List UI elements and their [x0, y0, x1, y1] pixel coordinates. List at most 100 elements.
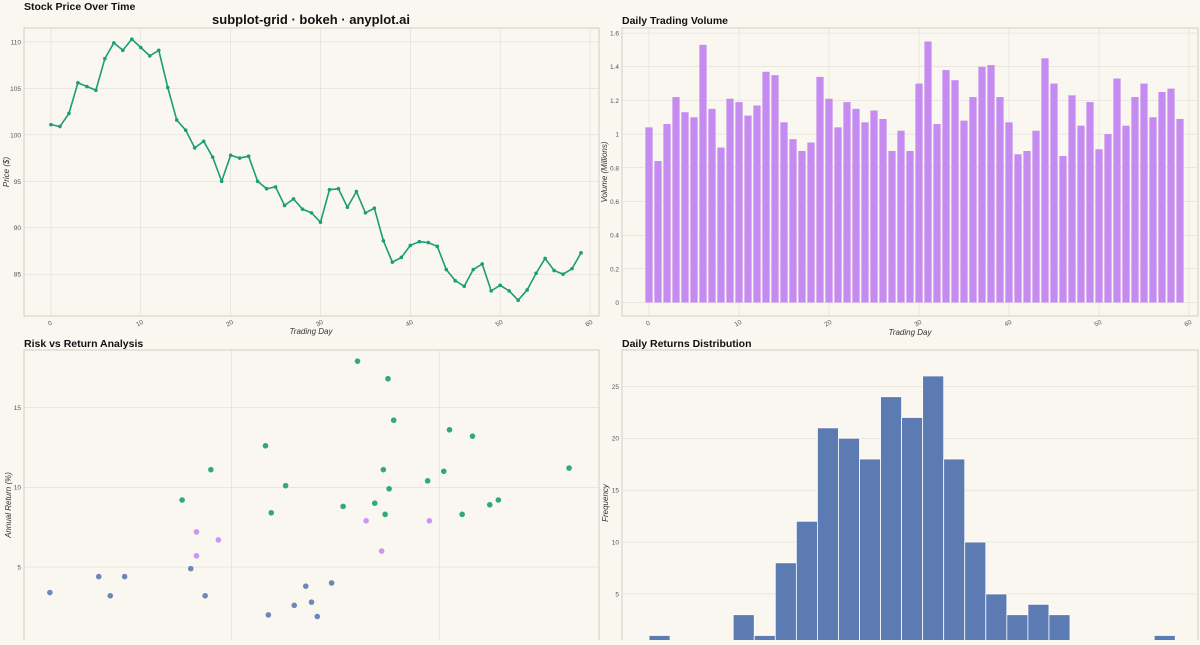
- volume-y-tick-label: 1.2: [610, 98, 619, 105]
- price-point: [138, 45, 143, 50]
- volume-x-tick-label: 60: [1183, 319, 1193, 329]
- volume-bar: [1095, 149, 1103, 303]
- scatter-point: [291, 602, 298, 609]
- volume-bar: [1023, 150, 1031, 303]
- volume-bar: [843, 102, 851, 303]
- volume-y-axis-label: Volume (Millions): [600, 141, 609, 202]
- volume-bar: [780, 122, 788, 303]
- volume-bar: [870, 110, 878, 303]
- scatter-point: [95, 573, 102, 580]
- price-point: [507, 289, 511, 293]
- price-point: [291, 197, 296, 201]
- volume-bar: [897, 130, 905, 303]
- price-point: [381, 238, 386, 243]
- price-point: [49, 122, 53, 127]
- price-point: [318, 220, 323, 224]
- panel-scatter-frame: [23, 349, 600, 645]
- histogram-y-axis-label: Frequency: [601, 483, 610, 522]
- price-point: [309, 211, 314, 215]
- price-point: [165, 85, 170, 90]
- price-point: [345, 205, 350, 210]
- price-point: [156, 48, 161, 53]
- volume-bar: [771, 75, 779, 303]
- volume-x-tick-label: 50: [1093, 319, 1103, 329]
- scatter-y-tick-label: 5: [17, 565, 21, 572]
- scatter-point: [208, 466, 214, 473]
- volume-bar: [1122, 125, 1130, 303]
- price-point: [219, 179, 224, 184]
- price-point: [570, 266, 574, 271]
- scatter-point: [265, 612, 272, 618]
- price-x-tick-label: 10: [135, 319, 145, 329]
- volume-y-tick-label: 0: [615, 300, 619, 307]
- price-point: [67, 111, 71, 116]
- price-point: [489, 289, 493, 293]
- scatter-point: [495, 497, 502, 503]
- volume-bar: [681, 112, 689, 303]
- price-point: [471, 267, 476, 272]
- price-point: [372, 206, 377, 211]
- scatter-point: [193, 553, 200, 559]
- volume-bar: [735, 102, 743, 303]
- price-point: [579, 251, 583, 255]
- volume-y-tick-label: 1: [615, 132, 619, 139]
- scatter-point: [385, 375, 391, 382]
- price-point: [273, 185, 278, 189]
- histogram-bar: [753, 635, 776, 645]
- volume-bar: [1104, 134, 1112, 303]
- price-point: [130, 37, 134, 41]
- volume-y-tick-label: 1.6: [610, 31, 619, 38]
- scatter-point: [314, 613, 321, 620]
- volume-bar: [1086, 102, 1094, 303]
- price-x-tick-label: 30: [315, 319, 325, 329]
- volume-bar: [960, 120, 968, 303]
- price-point: [462, 284, 467, 289]
- histogram-bar: [774, 562, 797, 645]
- scatter-point: [446, 426, 453, 433]
- panel-volume-frame: [621, 27, 1199, 317]
- price-y-axis-label: Price ($): [2, 157, 11, 188]
- volume-x-axis-label: Trading Day: [889, 328, 933, 337]
- volume-bar: [1068, 95, 1076, 303]
- volume-bar: [1113, 78, 1121, 303]
- volume-bar: [672, 97, 680, 303]
- scatter-point: [340, 503, 346, 510]
- scatter-point: [386, 486, 392, 492]
- volume-bar: [915, 83, 923, 303]
- histogram-bar: [795, 520, 818, 645]
- histogram-y-tick-label: 25: [612, 384, 620, 391]
- scatter-point: [202, 592, 208, 599]
- histogram-bar: [964, 541, 987, 645]
- price-x-tick-label: 50: [495, 319, 505, 329]
- volume-bar: [987, 65, 995, 303]
- volume-bar: [717, 147, 725, 303]
- price-point: [561, 272, 565, 276]
- price-point: [516, 298, 520, 303]
- scatter-point: [566, 465, 572, 471]
- price-point: [453, 278, 458, 283]
- histogram-bar: [922, 375, 945, 645]
- histogram-y-tick-label: 5: [615, 591, 619, 598]
- price-point: [498, 283, 502, 288]
- volume-bar: [879, 118, 887, 303]
- price-x-tick-label: 60: [584, 319, 594, 329]
- histogram-bar: [648, 635, 671, 645]
- volume-bar: [1059, 156, 1067, 303]
- price-point: [94, 88, 98, 93]
- histogram-bar: [901, 417, 924, 645]
- volume-bar: [933, 124, 941, 303]
- scatter-point: [282, 482, 289, 489]
- volume-bar: [942, 70, 950, 303]
- scatter-point: [459, 511, 465, 518]
- price-point: [103, 56, 107, 61]
- scatter-point: [308, 599, 315, 605]
- histogram-y-tick-label: 15: [612, 488, 620, 495]
- price-point: [76, 81, 80, 85]
- price-point: [390, 260, 395, 264]
- histogram-bar: [880, 396, 902, 645]
- histogram-bar: [838, 437, 860, 645]
- price-point: [399, 255, 404, 260]
- histogram-bar: [859, 458, 881, 645]
- volume-y-tick-label: 1.4: [610, 64, 619, 71]
